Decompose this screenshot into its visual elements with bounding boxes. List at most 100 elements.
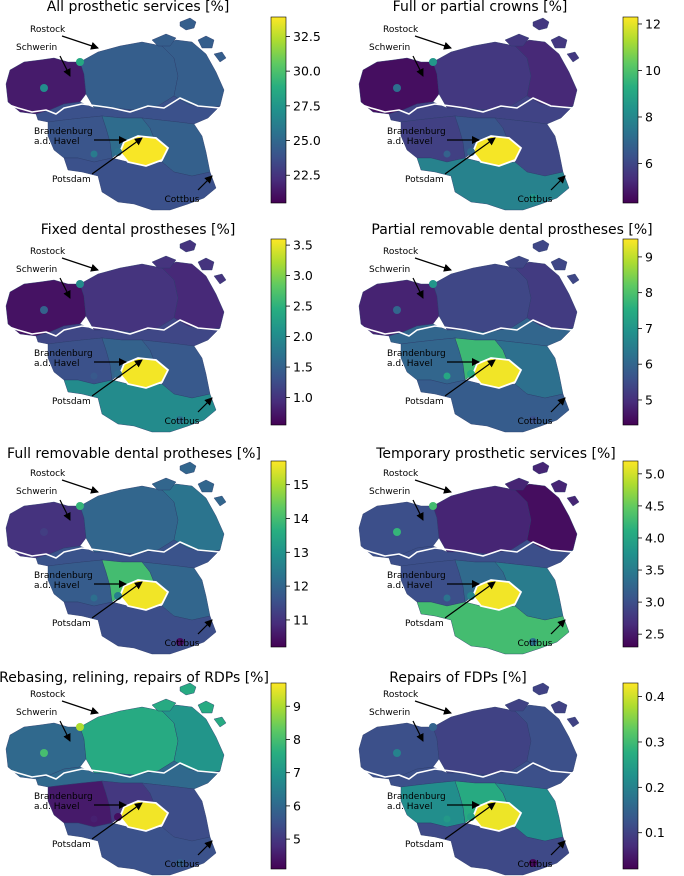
island-4	[566, 716, 580, 728]
chart-panel-6: Temporary prosthetic services [%] Rostock…	[358, 446, 665, 655]
city-label-0: Rostock	[383, 469, 419, 479]
city-label-0: Rostock	[30, 247, 66, 257]
colorbar-tick-label: 3.0	[645, 595, 665, 610]
city-label-5: Cottbus	[165, 639, 200, 649]
colorbar-tick-label: 32.5	[293, 29, 321, 44]
island-2	[532, 239, 550, 253]
colorbar-gradient	[270, 682, 287, 870]
city-label-0: Rostock	[30, 469, 66, 479]
island-2	[179, 461, 197, 475]
island-3	[197, 700, 215, 714]
region-berlin	[471, 579, 523, 611]
colorbar-tick-label: 5.0	[645, 466, 665, 481]
city-arrow-4	[197, 619, 213, 635]
city-marker-schwerin	[393, 528, 401, 536]
chart-title: All prosthetic services [%]	[47, 0, 230, 15]
city-label-2: Brandenburg	[34, 127, 93, 137]
colorbar-tick-label: 27.5	[293, 98, 321, 113]
region-mv_center	[79, 485, 179, 555]
region-berlin	[471, 357, 523, 389]
city-marker-cottbus	[529, 859, 537, 867]
colorbar: 0.1 0.2 0.3 0.4	[622, 682, 665, 870]
city-marker-rostock	[429, 280, 437, 288]
city-label-0: Rostock	[383, 25, 419, 35]
colorbar-tick-label: 3.0	[293, 268, 313, 283]
chart-title: Full removable dental protheses [%]	[7, 446, 261, 462]
city-arrow-3	[91, 581, 143, 619]
colorbar-tick-label: 8	[645, 109, 653, 124]
colorbar-tick-label: 1.0	[293, 390, 313, 405]
colorbar: 1.0 1.5 2.0 2.5 3.0 3.5	[270, 238, 313, 426]
colorbar: 6 8 10 12	[622, 16, 661, 204]
region-mv_center	[432, 485, 532, 555]
choropleth-map	[358, 239, 580, 433]
city-marker-schwerin	[393, 749, 401, 757]
city-label-5: Cottbus	[165, 417, 200, 427]
city-label-3: a.d. Havel	[387, 137, 432, 147]
city-arrow-3	[444, 581, 496, 619]
island-3	[197, 35, 215, 49]
city-arrow-1	[59, 720, 71, 742]
island-2	[179, 239, 197, 253]
city-label-1: Schwerin	[16, 43, 57, 53]
city-marker-cottbus	[176, 638, 184, 646]
city-label-5: Cottbus	[165, 860, 200, 870]
city-arrow-3	[91, 137, 143, 175]
region-berlin	[471, 135, 523, 167]
colorbar-tick-label: 14	[293, 511, 309, 526]
colorbar-tick-label: 2.0	[293, 329, 313, 344]
city-label-3: a.d. Havel	[34, 581, 79, 591]
city-marker-rostock	[76, 280, 84, 288]
island-4	[213, 273, 227, 285]
region-mv_center	[79, 706, 179, 776]
city-label-1: Schwerin	[16, 265, 57, 275]
city-arrow-1	[412, 499, 424, 521]
region-berlin	[118, 135, 170, 167]
colorbar-tick-label: 0.2	[645, 780, 665, 795]
city-label-4: Potsdam	[405, 397, 444, 407]
city-arrow-3	[444, 802, 496, 840]
city-arrow-0	[414, 479, 452, 494]
state-border	[358, 319, 574, 337]
island-1	[504, 255, 530, 269]
city-label-5: Cottbus	[518, 860, 553, 870]
city-arrow-3	[444, 137, 496, 175]
island-4	[213, 716, 227, 728]
island-2	[532, 461, 550, 475]
city-label-0: Rostock	[30, 25, 66, 35]
island-4	[213, 495, 227, 507]
colorbar-tick-label: 0.3	[645, 734, 665, 749]
city-label-4: Potsdam	[52, 397, 91, 407]
chart-panel-8: Repairs of FDPs [%] Rostock Schwerin Brande…	[358, 670, 665, 876]
island-1	[151, 33, 177, 47]
city-marker-brandenburg_city	[90, 594, 98, 602]
city-arrow-1	[59, 55, 71, 77]
city-label-2: Brandenburg	[34, 792, 93, 802]
colorbar-tick-label: 3.5	[645, 563, 665, 578]
region-mv_center	[79, 263, 179, 333]
chart-title: Rebasing, relining, repairs of RDPs [%]	[0, 670, 269, 686]
region-berlin	[471, 800, 523, 832]
city-label-1: Schwerin	[16, 487, 57, 497]
island-1	[151, 477, 177, 491]
city-marker-cottbus	[529, 416, 537, 424]
city-marker-rostock	[429, 723, 437, 731]
city-arrow-1	[59, 277, 71, 299]
city-label-1: Schwerin	[369, 708, 410, 718]
city-marker-rostock	[76, 58, 84, 66]
state-border	[5, 541, 221, 559]
city-label-4: Potsdam	[405, 619, 444, 629]
city-label-2: Brandenburg	[387, 127, 446, 137]
island-2	[179, 682, 197, 696]
colorbar-tick-label: 4.5	[645, 498, 665, 513]
city-label-3: a.d. Havel	[34, 802, 79, 812]
city-arrow-4	[197, 175, 213, 191]
city-arrow-0	[414, 700, 452, 715]
city-arrow-1	[412, 55, 424, 77]
city-label-2: Brandenburg	[387, 571, 446, 581]
chart-panel-3: Fixed dental prostheses [%] Rostock Schwer…	[5, 222, 313, 433]
